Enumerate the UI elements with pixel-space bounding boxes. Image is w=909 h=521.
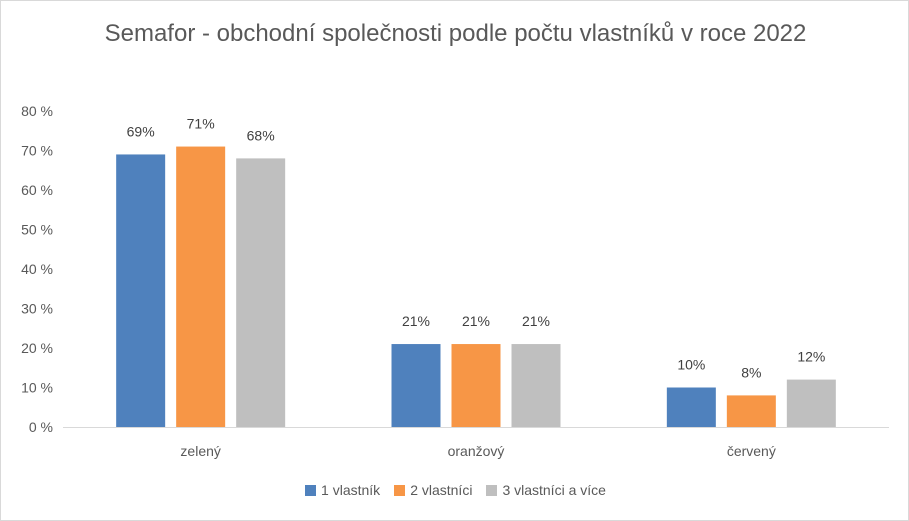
x-category-label: zelený xyxy=(180,443,220,459)
legend-swatch xyxy=(305,484,317,496)
data-label: 8% xyxy=(741,364,761,380)
y-tick-label: 80 % xyxy=(21,103,53,119)
data-label: 21% xyxy=(462,313,490,329)
data-label: 69% xyxy=(127,123,155,139)
y-tick-label: 20 % xyxy=(21,340,53,356)
y-tick-label: 30 % xyxy=(21,301,53,317)
data-label: 21% xyxy=(402,313,430,329)
legend-swatch xyxy=(394,484,406,496)
y-tick-label: 50 % xyxy=(21,222,53,238)
y-tick-label: 60 % xyxy=(21,182,53,198)
y-tick-label: 10 % xyxy=(21,380,53,396)
legend-label: 1 vlastník xyxy=(321,482,381,498)
data-label: 68% xyxy=(247,127,275,143)
legend-label: 3 vlastníci a více xyxy=(502,482,606,498)
bar xyxy=(116,154,166,427)
legend-item: 1 vlastník xyxy=(305,482,380,498)
data-label: 21% xyxy=(522,313,550,329)
legend-label: 2 vlastníci xyxy=(410,482,473,498)
data-label: 12% xyxy=(797,349,825,365)
y-tick-label: 40 % xyxy=(21,261,53,277)
bar xyxy=(176,146,226,428)
bar xyxy=(666,387,716,427)
bar xyxy=(236,158,286,427)
data-label: 71% xyxy=(187,116,215,132)
x-category-label: červený xyxy=(727,443,776,459)
data-label: 10% xyxy=(677,357,705,373)
chart-legend: 1 vlastník 2 vlastníci 3 vlastníci a více xyxy=(1,482,908,498)
bar xyxy=(391,344,441,427)
bar xyxy=(511,344,561,427)
bar xyxy=(451,344,501,427)
y-tick-label: 70 % xyxy=(21,143,53,159)
chart-title: Semafor - obchodní společnosti podle poč… xyxy=(104,20,807,47)
legend-item: 3 vlastníci a více xyxy=(486,482,606,498)
y-tick-label: 0 % xyxy=(29,419,53,435)
x-category-label: oranžový xyxy=(448,443,505,459)
bar xyxy=(786,379,836,427)
bar xyxy=(726,395,776,427)
legend-item: 2 vlastníci xyxy=(394,482,472,498)
legend-swatch xyxy=(486,484,498,496)
